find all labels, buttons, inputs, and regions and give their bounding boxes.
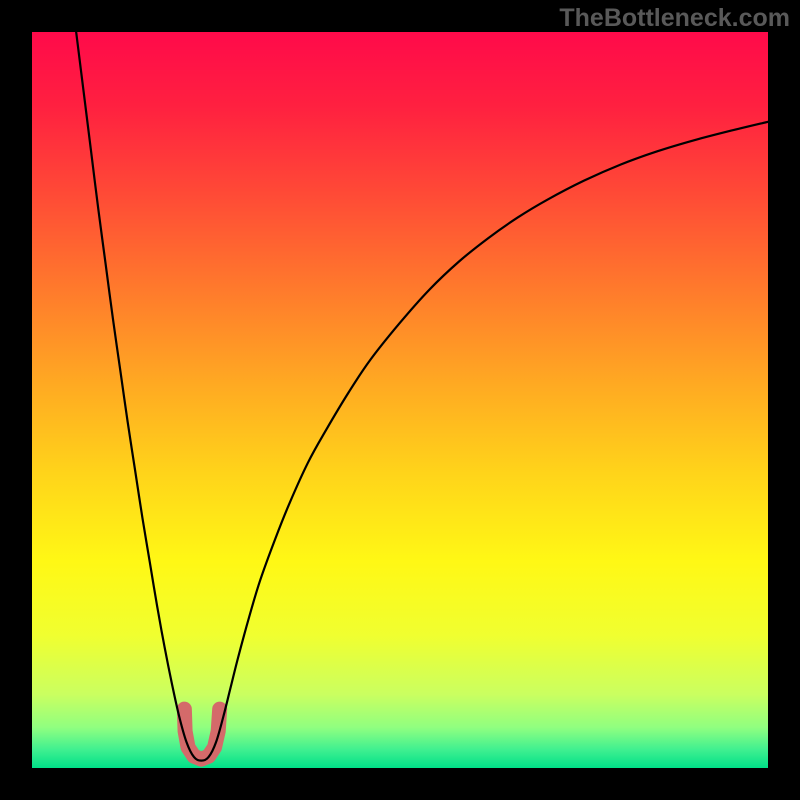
- bottleneck-chart: [0, 0, 800, 800]
- watermark-text: TheBottleneck.com: [559, 4, 790, 33]
- chart-background-gradient: [32, 32, 768, 768]
